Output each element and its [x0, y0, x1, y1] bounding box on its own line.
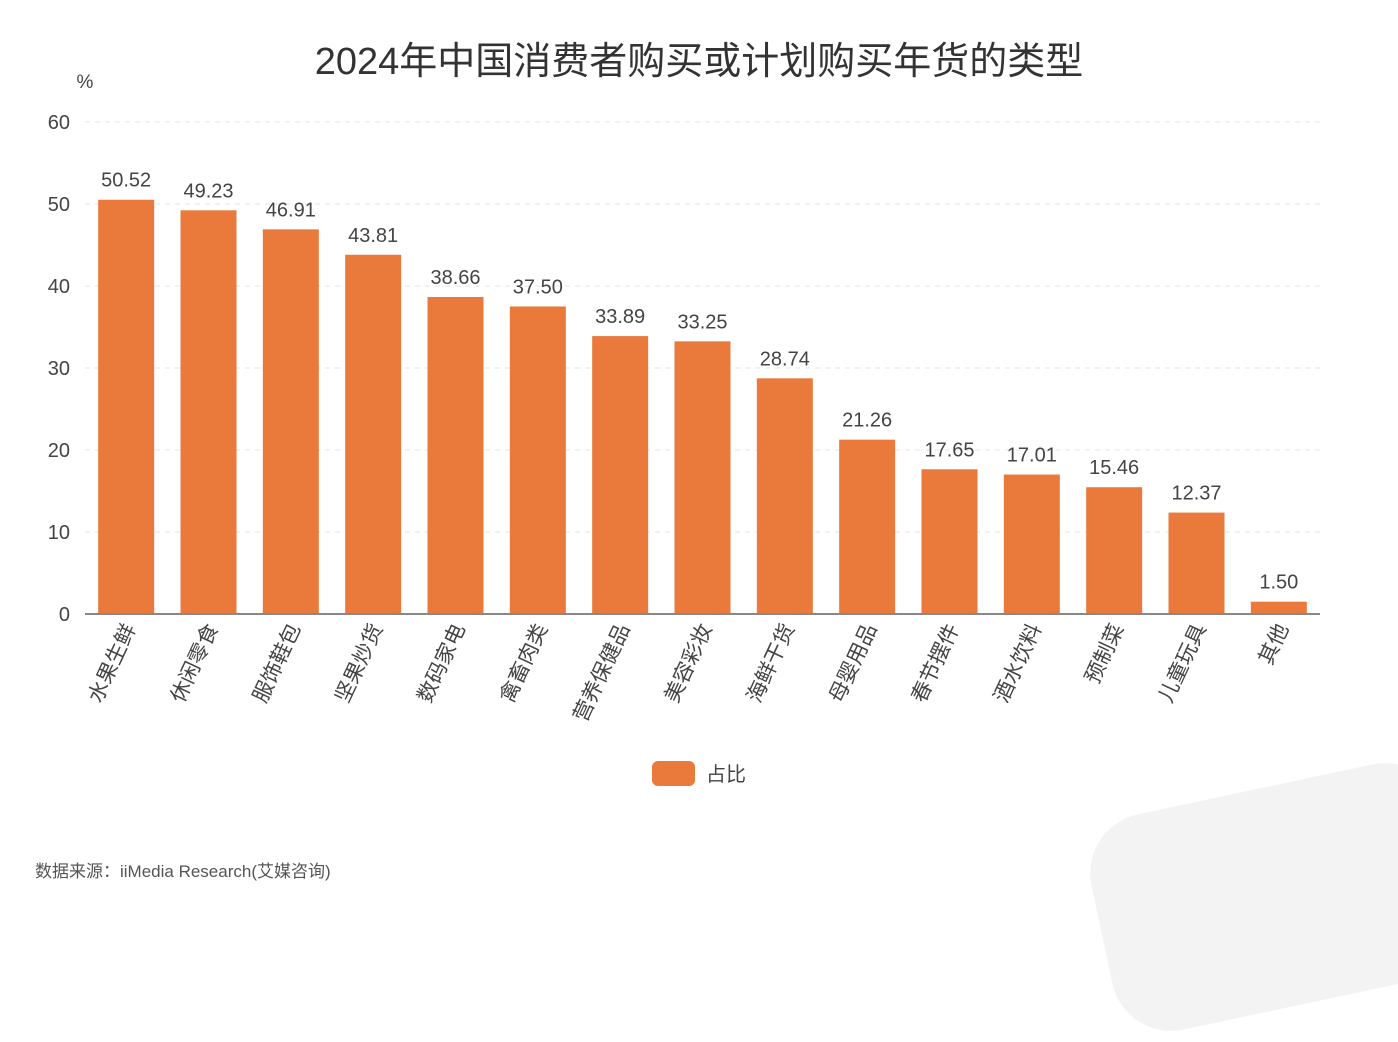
x-tick-label: 海鲜干货 — [743, 620, 799, 706]
bar-chart: % 0 10 20 30 40 50 60 50.52 水果生鲜 49.23 休闲零食 46.91 服饰鞋… — [48, 72, 1320, 786]
x-tick-label: 美容彩妆 — [661, 620, 717, 706]
data-label: 15.46 — [1089, 457, 1139, 479]
bar — [180, 210, 237, 614]
data-label: 50.52 — [101, 170, 151, 192]
data-label: 17.01 — [1007, 445, 1057, 467]
x-tick-label: 其他 — [1255, 620, 1294, 668]
bar — [756, 378, 813, 614]
legend-label: 占比 — [706, 763, 746, 786]
chart-title: 2024年中国消费者购买或计划购买年货的类型 — [314, 41, 1084, 83]
y-axis-label: % — [77, 72, 94, 93]
data-label: 38.66 — [430, 267, 480, 289]
bar — [345, 254, 402, 614]
x-tick-label: 水果生鲜 — [84, 620, 140, 706]
y-tick-label: 60 — [48, 112, 70, 134]
x-tick-label: 营养保健品 — [569, 620, 634, 725]
bar — [1250, 601, 1307, 614]
x-tick-label: 数码家电 — [414, 620, 470, 706]
x-tick-label: 母婴用品 — [825, 620, 881, 706]
data-label: 46.91 — [266, 199, 316, 221]
bar — [427, 296, 484, 614]
data-label: 49.23 — [183, 180, 233, 202]
bar — [921, 469, 978, 614]
y-tick-label: 40 — [48, 276, 70, 298]
data-label: 12.37 — [1171, 483, 1221, 505]
bar — [98, 199, 155, 614]
y-tick-label: 10 — [48, 522, 70, 544]
y-tick-label: 0 — [59, 604, 70, 626]
x-tick-label: 休闲零食 — [167, 620, 223, 706]
bar — [509, 306, 566, 614]
data-label: 17.65 — [924, 439, 974, 461]
bar — [592, 336, 649, 614]
bar — [1003, 474, 1060, 614]
y-tick-label: 30 — [48, 358, 70, 380]
y-tick-label: 50 — [48, 194, 70, 216]
bar — [674, 341, 731, 614]
data-label: 21.26 — [842, 410, 892, 432]
x-tick-label: 服饰鞋包 — [249, 620, 305, 706]
data-label: 43.81 — [348, 225, 398, 247]
legend-swatch — [652, 761, 695, 786]
x-tick-label: 坚果炒货 — [331, 620, 387, 706]
x-tick-label: 禽畜肉类 — [496, 620, 552, 706]
data-label: 33.25 — [677, 311, 727, 333]
x-tick-label: 春节摆件 — [908, 620, 964, 706]
bar — [839, 439, 896, 614]
x-tick-label: 酒水饮料 — [990, 620, 1046, 706]
x-tick-label: 儿童玩具 — [1155, 620, 1211, 706]
data-label: 1.50 — [1259, 572, 1298, 594]
data-source: 数据来源：iiMedia Research(艾媒咨询) — [35, 862, 331, 881]
x-tick-label: 预制菜 — [1081, 620, 1128, 687]
y-tick-label: 20 — [48, 440, 70, 462]
data-label: 28.74 — [760, 348, 810, 370]
data-label: 37.50 — [513, 277, 563, 299]
bar — [1086, 487, 1143, 614]
bar — [262, 229, 319, 614]
data-label: 33.89 — [595, 306, 645, 328]
bar — [1168, 512, 1225, 614]
